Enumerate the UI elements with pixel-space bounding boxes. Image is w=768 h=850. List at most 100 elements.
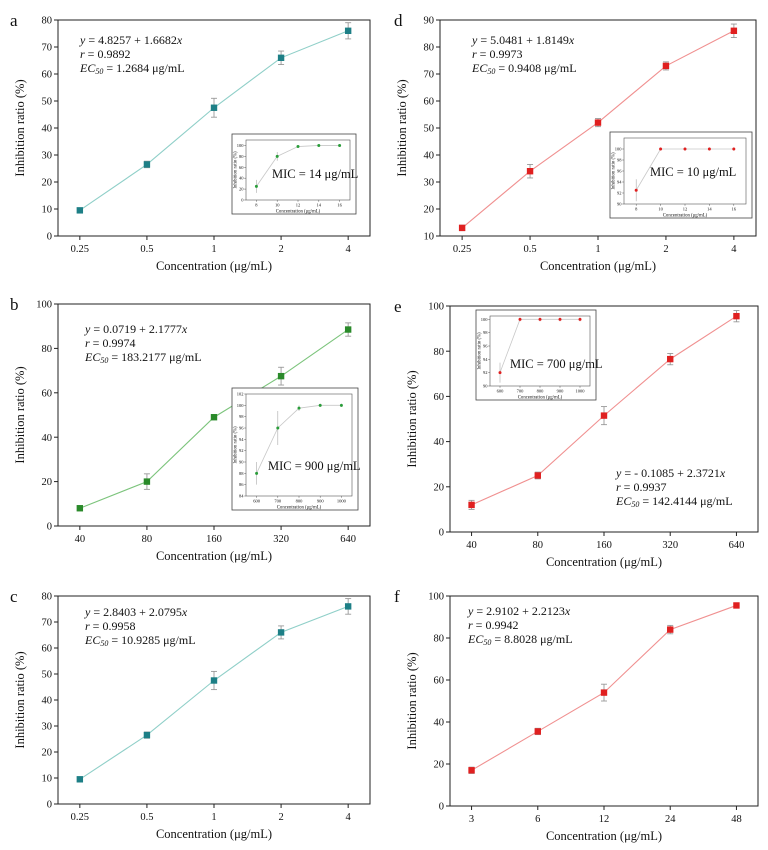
- data-point: [344, 326, 352, 333]
- inset-data-point: [318, 403, 322, 407]
- inset-data-point: [518, 317, 522, 321]
- correlation-coefficient: r = 0.9892: [80, 47, 130, 61]
- correlation-coefficient: r = 0.9974: [85, 336, 135, 350]
- x-tick-label: 0.25: [453, 244, 471, 255]
- x-tick-label: 0.25: [71, 244, 89, 255]
- y-tick-label: 60: [42, 644, 53, 655]
- x-tick-label: 4: [346, 244, 352, 255]
- y-tick-label: 10: [424, 232, 435, 243]
- inset-x-tick-label: 600: [497, 389, 505, 394]
- inset-chart: 90 92 94 96 98 100 600 700 800 900 1000 Concentrati…: [475, 309, 597, 401]
- inset-y-tick-label: 80: [239, 154, 244, 159]
- x-tick-label: 2: [278, 812, 283, 823]
- inset-y-tick-label: 90: [239, 460, 244, 465]
- data-point: [594, 119, 602, 126]
- y-tick-label: 20: [434, 760, 445, 771]
- ec50-value: EC50 = 142.4144 μg/mL: [615, 494, 733, 509]
- x-tick-label: 320: [662, 540, 678, 551]
- y-axis-label: Inhibition ratio (%): [13, 651, 27, 748]
- mic-label: MIC = 700 μg/mL: [510, 357, 603, 371]
- fit-equation: y = 4.8257 + 1.6682x: [79, 33, 183, 47]
- x-tick-label: 40: [466, 540, 477, 551]
- y-tick-label: 80: [434, 634, 445, 645]
- y-tick-label: 30: [42, 151, 53, 162]
- inset-x-axis-label: Concentration (μg/mL): [663, 214, 708, 219]
- inset-data-point: [255, 471, 259, 475]
- inset-y-axis-label: Inhibition ratio (%): [234, 151, 239, 189]
- inset-data-point: [732, 147, 736, 151]
- panel-letter: e: [394, 297, 402, 316]
- data-point: [210, 104, 218, 111]
- mic-label: MIC = 14 μg/mL: [272, 167, 358, 181]
- y-tick-label: 90: [424, 16, 435, 27]
- inset-data-point: [558, 317, 562, 321]
- x-tick-label: 1: [211, 244, 216, 255]
- x-tick-label: 0.5: [140, 812, 153, 823]
- x-tick-label: 2: [278, 244, 283, 255]
- y-tick-label: 20: [424, 205, 435, 216]
- x-axis-label: Concentration (μg/mL): [156, 259, 272, 273]
- mic-label: MIC = 900 μg/mL: [268, 459, 361, 473]
- y-tick-label: 0: [439, 528, 444, 539]
- inset-y-tick-label: 94: [483, 357, 488, 362]
- data-point: [733, 312, 740, 320]
- x-tick-label: 640: [340, 534, 356, 545]
- correlation-coefficient: r = 0.9937: [616, 480, 666, 494]
- inset-data-point: [317, 143, 321, 147]
- ec50-value: EC50 = 10.9285 μg/mL: [84, 633, 196, 648]
- x-tick-label: 640: [729, 540, 745, 551]
- x-tick-label: 4: [346, 812, 352, 823]
- inset-y-tick-label: 40: [239, 176, 244, 181]
- inset-x-axis-label: Concentration (μg/mL): [518, 396, 563, 401]
- inset-x-tick-label: 16: [337, 203, 342, 208]
- inset-chart: 84 86 88 90 92 94 96 98 100 102 600 700 800 900 1000 Co…: [231, 387, 359, 511]
- inset-x-tick-label: 8: [255, 203, 258, 208]
- y-tick-label: 70: [424, 70, 435, 81]
- inset-x-tick-label: 10: [658, 207, 663, 212]
- y-tick-label: 80: [42, 592, 53, 603]
- y-tick-label: 40: [434, 718, 445, 729]
- fit-equation: y = - 0.1085 + 2.3721x: [615, 466, 726, 480]
- y-tick-label: 20: [42, 178, 53, 189]
- inset-y-tick-label: 92: [239, 448, 244, 453]
- y-tick-label: 40: [42, 696, 53, 707]
- inset-frame: [231, 133, 357, 215]
- x-tick-label: 12: [599, 814, 610, 825]
- x-tick-label: 0.5: [523, 244, 536, 255]
- x-axis-label: Concentration (μg/mL): [156, 549, 272, 563]
- inset-data-point: [276, 426, 280, 430]
- inset-y-tick-label: 100: [237, 403, 245, 408]
- fit-equation: y = 2.8403 + 2.0795x: [84, 605, 188, 619]
- inset-y-tick-label: 96: [617, 169, 622, 174]
- inset-y-tick-label: 92: [617, 191, 622, 196]
- data-point: [76, 207, 84, 214]
- data-point: [210, 414, 218, 421]
- data-point: [534, 472, 541, 479]
- x-tick-label: 1: [595, 244, 600, 255]
- inset-frame: [231, 387, 359, 511]
- fit-equation: y = 0.0719 + 2.1777x: [84, 322, 188, 336]
- inset-y-tick-label: 94: [239, 437, 244, 442]
- chart-panel-b: 0 20 40 60 80 100 40 80 160 320 640 Concentration (…: [10, 295, 371, 563]
- inset-y-tick-label: 102: [237, 392, 244, 397]
- inset-chart: 90 92 94 96 98 100 8 10 12 14 16 Concentration (μg/…: [609, 131, 753, 219]
- y-tick-label: 100: [428, 592, 444, 603]
- y-axis-label: Inhibition ratio (%): [13, 79, 27, 176]
- y-tick-label: 40: [42, 433, 53, 444]
- y-tick-label: 50: [424, 124, 435, 135]
- inset-y-tick-label: 100: [615, 147, 623, 152]
- y-tick-label: 80: [424, 43, 435, 54]
- inset-y-tick-label: 96: [483, 344, 488, 349]
- x-tick-label: 40: [75, 534, 86, 545]
- y-tick-label: 0: [47, 800, 52, 811]
- inset-x-axis-label: Concentration (μg/mL): [276, 210, 321, 215]
- x-axis-label: Concentration (μg/mL): [546, 829, 662, 843]
- ec50-value: EC50 = 183.2177 μg/mL: [84, 350, 202, 365]
- inset-x-tick-label: 12: [296, 203, 301, 208]
- y-axis-label: Inhibition ratio (%): [405, 370, 419, 467]
- x-tick-label: 160: [206, 534, 222, 545]
- data-point: [143, 161, 151, 168]
- y-axis-label: Inhibition ratio (%): [405, 652, 419, 749]
- panel-letter: d: [394, 11, 403, 30]
